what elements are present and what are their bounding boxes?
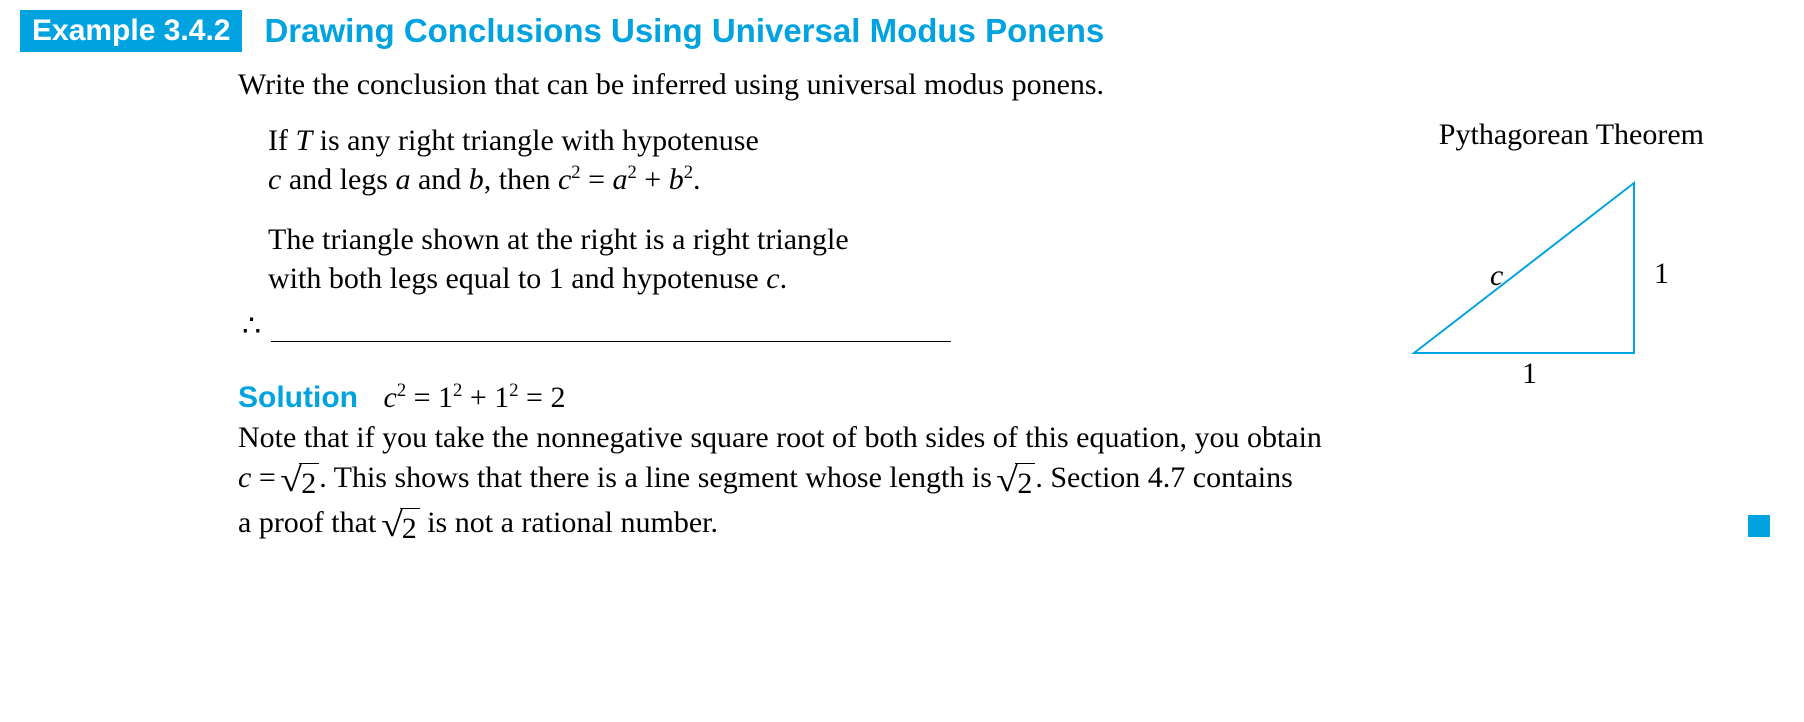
premises-area: If T is any right triangle with hypotenu… xyxy=(268,122,1774,348)
page: Example 3.4.2 Drawing Conclusions Using … xyxy=(0,0,1804,722)
p1-text: If xyxy=(268,124,295,157)
blank-underline xyxy=(271,341,951,342)
p1-text: is any right triangle with hypotenuse xyxy=(312,124,759,157)
solution-note-line3: a proof that √2 is not a rational number… xyxy=(238,503,1774,549)
radicand: 2 xyxy=(299,463,319,504)
sol-text: = xyxy=(251,461,283,494)
figure: Pythagorean Theorem c 1 1 xyxy=(1314,116,1734,392)
var-c: c xyxy=(268,163,281,196)
content: Write the conclusion that can be inferre… xyxy=(238,66,1774,549)
solution-note-line2: c = √2. This shows that there is a line … xyxy=(238,458,1774,504)
var-c: c xyxy=(238,461,251,494)
p2-line1: The triangle shown at the right is a rig… xyxy=(268,221,1188,259)
var-c: c xyxy=(766,262,779,295)
solution-label: Solution xyxy=(238,381,358,414)
p1-text: , then xyxy=(484,163,558,196)
sol-eq: = 1 xyxy=(406,381,453,414)
premise-1: If T is any right triangle with hypotenu… xyxy=(268,122,1188,199)
p2-line2: . xyxy=(780,262,788,295)
p1-text: and xyxy=(410,163,468,196)
example-title: Drawing Conclusions Using Universal Modu… xyxy=(264,12,1104,50)
therefore-symbol: ∴ xyxy=(242,308,261,348)
label-c: c xyxy=(1490,257,1503,295)
solution-note-line1: Note that if you take the nonnegative sq… xyxy=(238,418,1774,458)
prompt-text: Write the conclusion that can be inferre… xyxy=(238,66,1774,104)
radical-symbol: √ xyxy=(280,465,302,506)
label-1-bottom: 1 xyxy=(1522,355,1537,393)
eq-a: a xyxy=(613,163,628,196)
triangle-diagram: c 1 1 xyxy=(1374,163,1694,393)
var-a: a xyxy=(395,163,410,196)
sol-eq: + 1 xyxy=(462,381,509,414)
sol-text: is not a rational number. xyxy=(420,506,718,539)
exp-2: 2 xyxy=(684,162,693,183)
radical-symbol: √ xyxy=(381,510,403,551)
sqrt-2: √2 xyxy=(999,463,1035,504)
exp-2: 2 xyxy=(628,162,637,183)
example-header: Example 3.4.2 Drawing Conclusions Using … xyxy=(20,10,1774,52)
eq-period: . xyxy=(693,163,701,196)
eq-plus: + xyxy=(637,163,669,196)
exp-2: 2 xyxy=(509,380,518,401)
premise-2: The triangle shown at the right is a rig… xyxy=(268,221,1188,298)
p2-line2: with both legs equal to 1 and hypotenuse xyxy=(268,262,766,295)
sol-text: . This shows that there is a line segmen… xyxy=(319,461,999,494)
sol-text: . Section 4.7 contains xyxy=(1035,461,1292,494)
var-T: T xyxy=(295,124,312,157)
eq-b: b xyxy=(669,163,684,196)
figure-title: Pythagorean Theorem xyxy=(1314,116,1734,154)
example-badge: Example 3.4.2 xyxy=(20,10,242,52)
solution-area: Solution c2 = 12 + 12 = 2 Note that if y… xyxy=(238,378,1774,548)
triangle-shape xyxy=(1414,183,1634,353)
radicand: 2 xyxy=(1015,463,1035,504)
end-of-proof-square xyxy=(1748,515,1770,537)
label-1-right: 1 xyxy=(1654,255,1669,293)
sol-text: a proof that xyxy=(238,506,384,539)
sol-eq: = 2 xyxy=(519,381,566,414)
sqrt-2: √2 xyxy=(283,463,319,504)
sqrt-2: √2 xyxy=(384,508,420,549)
radical-symbol: √ xyxy=(997,465,1019,506)
var-b: b xyxy=(469,163,484,196)
sol-c: c xyxy=(383,381,396,414)
eq-c: c xyxy=(558,163,571,196)
eq-eq: = xyxy=(581,163,613,196)
exp-2: 2 xyxy=(571,162,580,183)
exp-2: 2 xyxy=(453,380,462,401)
p1-text: and legs xyxy=(281,163,395,196)
exp-2: 2 xyxy=(397,380,406,401)
